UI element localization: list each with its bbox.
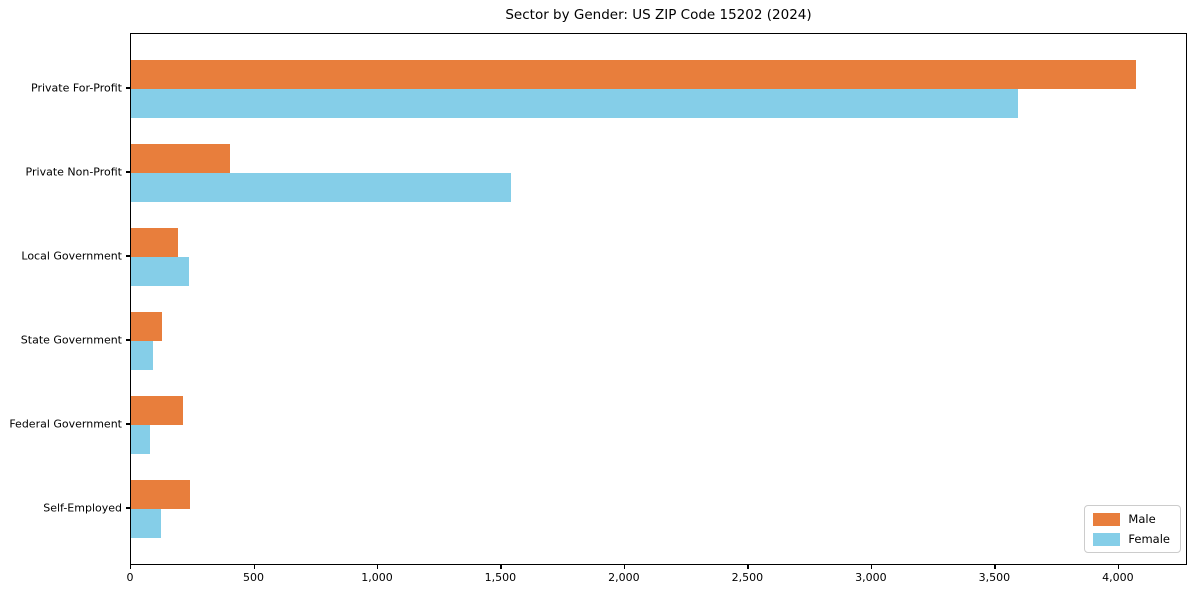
plot-area [130, 33, 1187, 565]
xtick-label-3500: 3,500 [978, 571, 1011, 584]
bar-female-state-government [131, 341, 154, 370]
legend-label-female: Female [1128, 532, 1170, 546]
xtick-mark [377, 565, 379, 569]
ytick-mark [126, 339, 130, 341]
bar-male-private-for-profit [131, 60, 1137, 89]
ytick-label-private-for-profit: Private For-Profit [31, 81, 122, 95]
xtick-mark [623, 565, 626, 569]
xtick-label-3000: 3,000 [855, 571, 887, 584]
ytick-mark [126, 87, 130, 89]
bar-male-private-non-profit [131, 144, 230, 173]
ytick-mark [126, 423, 130, 425]
ytick-mark [126, 255, 130, 257]
xtick-mark [253, 565, 255, 569]
legend-swatch-female [1093, 532, 1121, 546]
xtick-mark [500, 565, 502, 569]
ytick-label-local-government: Local Government [21, 249, 122, 263]
legend-item-female: Female [1093, 532, 1170, 546]
ytick-label-state-government: State Government [20, 333, 122, 347]
legend-item-male: Male [1093, 512, 1170, 526]
ytick-label-self-employed: Self-Employed [43, 501, 122, 515]
xtick-label-2000: 2,000 [608, 571, 640, 584]
ytick-mark [126, 507, 130, 509]
bar-female-private-for-profit [131, 89, 1018, 118]
legend-swatch-male [1093, 512, 1121, 526]
bar-female-local-government [131, 257, 189, 286]
bar-female-self-employed [131, 509, 161, 538]
xtick-mark [1117, 565, 1120, 569]
xtick-label-2500: 2,500 [731, 571, 764, 584]
ytick-mark [126, 171, 130, 173]
xtick-mark [994, 565, 996, 569]
bar-male-local-government [131, 228, 178, 257]
bar-male-state-government [131, 312, 162, 341]
xtick-label-1500: 1,500 [484, 571, 517, 584]
chart-title: Sector by Gender: US ZIP Code 15202 (202… [505, 7, 812, 23]
xtick-mark [747, 565, 749, 569]
legend-label-male: Male [1128, 512, 1156, 526]
bar-female-federal-government [131, 425, 150, 454]
bar-male-federal-government [131, 396, 183, 425]
xtick-label-0: 0 [126, 571, 134, 584]
xtick-label-500: 500 [243, 571, 264, 584]
bar-male-self-employed [131, 480, 191, 509]
ytick-label-private-non-profit: Private Non-Profit [25, 165, 122, 179]
xtick-mark [870, 565, 873, 569]
xtick-mark [130, 565, 132, 569]
xtick-label-1000: 1,000 [361, 571, 393, 584]
xtick-label-4000: 4,000 [1102, 571, 1134, 584]
ytick-label-federal-government: Federal Government [9, 417, 122, 431]
bar-female-private-non-profit [131, 173, 512, 202]
legend: Male Female [1084, 505, 1181, 553]
